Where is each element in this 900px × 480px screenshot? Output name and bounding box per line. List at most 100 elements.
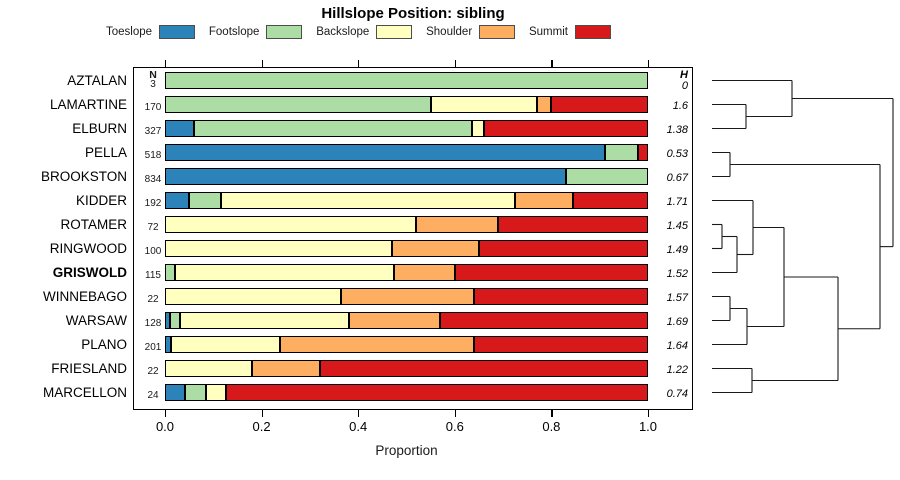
bar-segment[interactable] bbox=[165, 96, 431, 113]
shannon-entropy: 0.53 bbox=[666, 147, 688, 160]
bar-segment[interactable] bbox=[165, 336, 171, 353]
bar-segment[interactable] bbox=[430, 96, 537, 113]
legend-label: Backslope bbox=[316, 26, 370, 38]
row-label: PELLA bbox=[84, 144, 127, 160]
axis-tick-bottom bbox=[165, 410, 167, 417]
bar-segment[interactable] bbox=[573, 192, 648, 209]
row-label: BROOKSTON bbox=[40, 168, 127, 184]
shannon-entropy: 0.67 bbox=[666, 171, 688, 184]
shannon-entropy: 0.74 bbox=[666, 387, 688, 400]
bar-segment[interactable] bbox=[478, 240, 648, 257]
row-label: AZTALAN bbox=[67, 72, 127, 88]
bar-segment[interactable] bbox=[165, 384, 186, 401]
n-count: 834 bbox=[144, 173, 162, 185]
axis-tick-label: 0.6 bbox=[445, 419, 464, 434]
bar-segment[interactable] bbox=[185, 384, 206, 401]
bar-segment[interactable] bbox=[604, 144, 639, 161]
bar-segment[interactable] bbox=[165, 144, 605, 161]
legend-label: Summit bbox=[528, 26, 568, 38]
bar-segment[interactable] bbox=[165, 168, 566, 185]
bar-segment[interactable] bbox=[189, 192, 221, 209]
bar-segment[interactable] bbox=[536, 96, 552, 113]
bar-segment[interactable] bbox=[551, 96, 648, 113]
bar-segment[interactable] bbox=[474, 288, 648, 305]
n-count: 170 bbox=[144, 101, 162, 113]
bar-segment[interactable] bbox=[638, 144, 648, 161]
bar-segment[interactable] bbox=[165, 312, 170, 329]
bar-segment[interactable] bbox=[392, 240, 479, 257]
bar-segment[interactable] bbox=[251, 360, 320, 377]
bar-segment[interactable] bbox=[515, 192, 574, 209]
bar-segment[interactable] bbox=[165, 216, 417, 233]
legend-entry: Backslope bbox=[316, 25, 413, 39]
n-count: 22 bbox=[147, 293, 159, 305]
row-label: LAMARTINE bbox=[49, 96, 127, 112]
bar-segment[interactable] bbox=[174, 264, 395, 281]
bar-segment[interactable] bbox=[454, 264, 648, 281]
shannon-entropy: 1.6 bbox=[672, 99, 688, 112]
bar-segment[interactable] bbox=[169, 312, 181, 329]
bar-segment[interactable] bbox=[483, 120, 648, 137]
bar-segment[interactable] bbox=[474, 336, 648, 353]
bar-segment[interactable] bbox=[165, 264, 175, 281]
n-count: 22 bbox=[147, 365, 159, 377]
n-count: 128 bbox=[144, 317, 162, 329]
legend-entry: Summit bbox=[529, 25, 611, 39]
row-label: FRIESLAND bbox=[51, 360, 127, 376]
axis-tick-bottom bbox=[648, 410, 650, 417]
bar-segment[interactable] bbox=[165, 240, 392, 257]
bar-segment[interactable] bbox=[416, 216, 499, 233]
bar-segment[interactable] bbox=[319, 360, 648, 377]
bar-segment[interactable] bbox=[220, 192, 516, 209]
n-count: 115 bbox=[145, 269, 161, 281]
bar-segment[interactable] bbox=[471, 120, 484, 137]
bar-segment[interactable] bbox=[180, 312, 349, 329]
legend-label: Shoulder bbox=[426, 26, 473, 38]
shannon-entropy: 1.52 bbox=[666, 267, 688, 280]
bar-segment[interactable] bbox=[394, 264, 455, 281]
row-label: MARCELLON bbox=[42, 384, 127, 400]
n-count: 24 bbox=[147, 389, 159, 401]
row-label: KIDDER bbox=[75, 192, 127, 208]
row-label: ROTAMER bbox=[60, 216, 128, 232]
row-label: ELBURN bbox=[72, 120, 127, 136]
n-column-header: N bbox=[149, 68, 157, 81]
shannon-entropy: 1.57 bbox=[666, 291, 688, 304]
bar-segment[interactable] bbox=[205, 384, 226, 401]
n-count: 327 bbox=[144, 125, 162, 137]
bar-segment[interactable] bbox=[279, 336, 475, 353]
bar-segment[interactable] bbox=[170, 336, 280, 353]
axis-tick-bottom bbox=[551, 410, 553, 417]
bar-segment[interactable] bbox=[348, 312, 441, 329]
shannon-entropy: 1.69 bbox=[666, 315, 688, 328]
bar-segment[interactable] bbox=[440, 312, 648, 329]
bar-segment[interactable] bbox=[193, 120, 472, 137]
bar-segment[interactable] bbox=[165, 192, 190, 209]
legend-label: Toeslope bbox=[106, 26, 153, 38]
axis-tick-bottom bbox=[358, 410, 360, 417]
legend: Toeslope Footslope Backslope Shoulder Summit bbox=[106, 25, 611, 39]
bar-segment[interactable] bbox=[225, 384, 648, 401]
bar-segment[interactable] bbox=[341, 288, 475, 305]
shannon-entropy: 1.49 bbox=[666, 243, 688, 256]
bar-segment[interactable] bbox=[565, 168, 648, 185]
bar-segment[interactable] bbox=[165, 120, 194, 137]
bar-segment[interactable] bbox=[165, 288, 342, 305]
bar-segment[interactable] bbox=[165, 360, 252, 377]
row-label: WARSAW bbox=[65, 312, 127, 328]
shannon-entropy: 1.38 bbox=[666, 123, 688, 136]
bar-segment[interactable] bbox=[498, 216, 648, 233]
bar-segment[interactable] bbox=[165, 72, 648, 89]
legend-swatch bbox=[574, 25, 611, 39]
shannon-entropy: 1.45 bbox=[666, 219, 688, 232]
legend-label: Footslope bbox=[208, 26, 260, 38]
x-axis-title: Proportion bbox=[375, 443, 438, 458]
axis-tick-label: 0.2 bbox=[252, 419, 271, 434]
n-count: 201 bbox=[144, 341, 162, 353]
n-count: 192 bbox=[144, 197, 162, 209]
chart-title: Hillslope Position: sibling bbox=[321, 5, 505, 22]
axis-tick-label: 0.4 bbox=[349, 419, 368, 434]
